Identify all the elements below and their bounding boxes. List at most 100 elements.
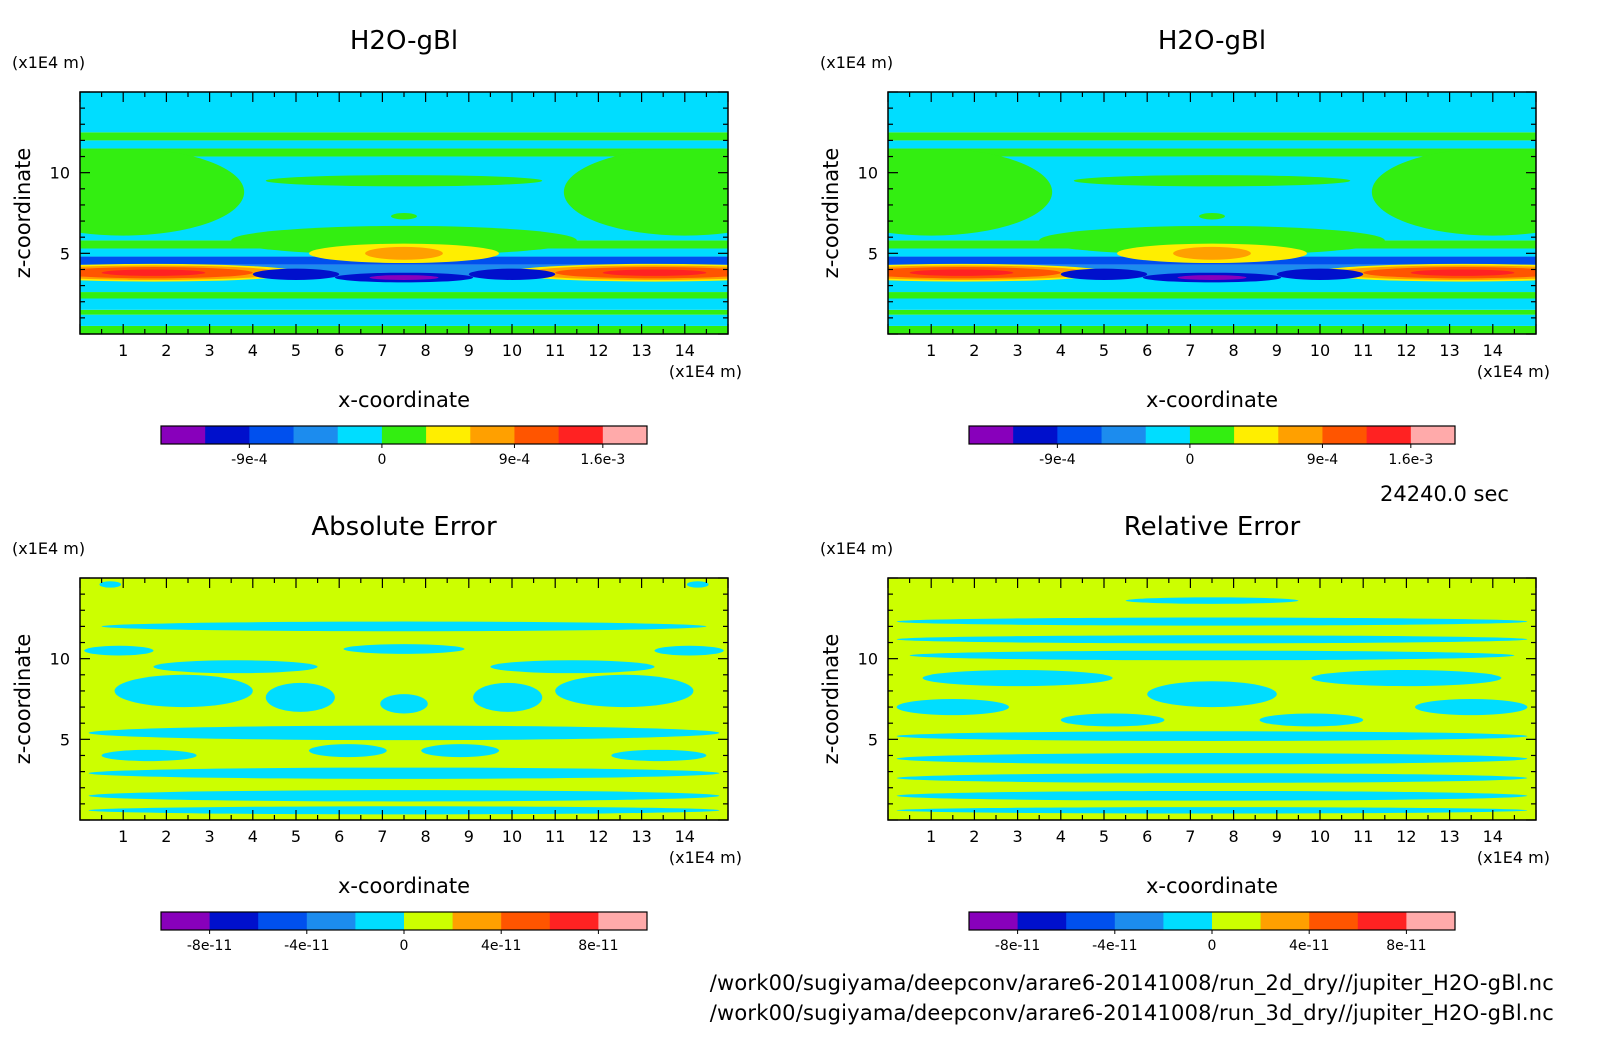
- contour-region: [602, 269, 707, 276]
- colorbar-swatch: [1260, 912, 1310, 930]
- contour-region: [909, 269, 1014, 276]
- colorbar-swatch: [1366, 426, 1412, 444]
- x-tick-label: 3: [205, 341, 215, 360]
- tick-marks: [887, 577, 1537, 821]
- x-tick-label: 8: [1229, 341, 1239, 360]
- x-tick-label: 5: [291, 827, 301, 846]
- tick-marks: [79, 577, 729, 821]
- contour-region: [1039, 225, 1385, 255]
- x-tick-label: 4: [1056, 341, 1066, 360]
- colorbar-swatch: [249, 426, 295, 444]
- colorbar-label: 8e-11: [578, 938, 618, 954]
- colorbar-swatch: [1189, 426, 1235, 444]
- x-tick-label: 6: [334, 341, 344, 360]
- y-unit-label: (x1E4 m): [820, 539, 893, 558]
- contour-region: [1177, 275, 1247, 280]
- contour-region: [1199, 213, 1225, 220]
- contour-region: [896, 731, 1528, 741]
- colorbar-swatch: [1145, 426, 1191, 444]
- contour-region: [88, 725, 720, 741]
- x-unit-label: (x1E4 m): [1477, 848, 1550, 867]
- plot-area: [888, 92, 1536, 334]
- contour-region: [1173, 246, 1251, 260]
- contour-region: [896, 617, 1528, 626]
- colorbar-label: 0: [1185, 452, 1194, 468]
- colorbar-swatch: [1101, 426, 1147, 444]
- y-axis-label: z-coordinate: [11, 148, 35, 279]
- contour-region: [1415, 699, 1528, 716]
- x-tick-label: 6: [334, 827, 344, 846]
- contour-band: [80, 140, 728, 149]
- contour-region: [611, 749, 707, 762]
- contour-region: [153, 660, 318, 674]
- contour-region: [101, 749, 197, 762]
- colorbar-swatch: [293, 426, 339, 444]
- y-tick-label: 10: [50, 164, 70, 183]
- colorbar-swatch: [306, 912, 356, 930]
- y-unit-label: (x1E4 m): [820, 53, 893, 72]
- y-tick-label: 5: [60, 244, 70, 263]
- colorbar-swatch: [1066, 912, 1116, 930]
- x-tick-label: 5: [1099, 827, 1109, 846]
- x-tick-label: 12: [588, 341, 608, 360]
- x-tick-label: 7: [1185, 827, 1195, 846]
- x-tick-label: 10: [502, 341, 522, 360]
- colorbar-swatch: [452, 912, 502, 930]
- x-tick-label: 3: [1013, 341, 1023, 360]
- colorbar-swatch: [1017, 912, 1067, 930]
- colorbar-swatch: [337, 426, 383, 444]
- contour-region: [468, 268, 556, 280]
- contour-region: [1060, 713, 1165, 727]
- contour-region: [909, 650, 1515, 661]
- contour-region: [88, 767, 720, 779]
- x-tick-label: 13: [1439, 341, 1459, 360]
- x-tick-label: 1: [118, 341, 128, 360]
- contour-region: [80, 148, 245, 236]
- chart-title: Relative Error: [1124, 512, 1301, 542]
- x-tick-label: 4: [248, 827, 258, 846]
- x-tick-label: 5: [1099, 341, 1109, 360]
- contour-region: [1259, 713, 1364, 727]
- contour-region: [896, 773, 1528, 783]
- x-tick-label: 10: [1310, 827, 1330, 846]
- colorbar-swatch: [1234, 426, 1279, 444]
- tick-marks: [79, 91, 729, 335]
- colorbar-swatch: [209, 912, 259, 930]
- colorbar-swatch: [404, 912, 454, 930]
- contour-band: [80, 277, 728, 293]
- colorbar-swatch: [161, 426, 206, 444]
- colorbar-swatch: [969, 912, 1019, 930]
- colorbar-label: -9e-4: [1039, 452, 1076, 468]
- colorbar-swatch: [1057, 426, 1103, 444]
- contour-region: [308, 744, 387, 758]
- contour-region: [896, 790, 1528, 801]
- contour-band: [888, 309, 1536, 315]
- colorbar-frame: [968, 425, 1456, 445]
- x-tick-label: 10: [1310, 341, 1330, 360]
- x-tick-label: 9: [464, 827, 474, 846]
- colorbar: -9e-4 0 9e-4 1.6e-3: [968, 425, 1456, 468]
- contour-region: [654, 645, 724, 656]
- contour-region: [99, 581, 122, 588]
- contour-region: [888, 148, 1053, 236]
- colorbar-label: 9e-4: [1307, 452, 1339, 468]
- x-tick-label: 9: [1272, 827, 1282, 846]
- contour-region: [1311, 669, 1502, 687]
- x-tick-label: 2: [161, 341, 171, 360]
- colorbar-swatch: [355, 912, 405, 930]
- plot-area: [888, 578, 1536, 820]
- y-unit-label: (x1E4 m): [12, 53, 85, 72]
- contour-band: [80, 92, 728, 133]
- colorbar-label: 1.6e-3: [580, 452, 625, 468]
- contour-region: [922, 669, 1113, 687]
- colorbar-swatch: [1322, 426, 1368, 444]
- x-tick-label: 13: [631, 827, 651, 846]
- y-tick-label: 10: [50, 650, 70, 669]
- contour-band: [80, 132, 728, 141]
- y-axis-label: z-coordinate: [819, 148, 843, 279]
- x-tick-label: 10: [502, 827, 522, 846]
- x-tick-label: 9: [1272, 341, 1282, 360]
- colorbar-label: -9e-4: [231, 452, 268, 468]
